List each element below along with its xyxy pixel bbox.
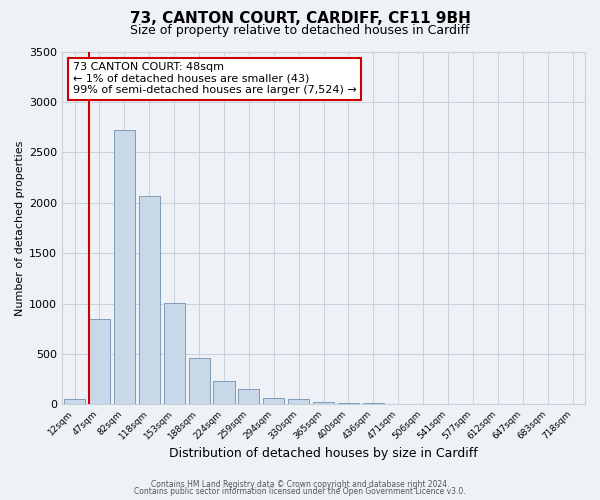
Bar (263, 398, 284, 404)
Bar (188, 358, 209, 405)
Text: Contains public sector information licensed under the Open Government Licence v3: Contains public sector information licen… (134, 487, 466, 496)
Bar (164, 303, 185, 404)
Bar (214, 381, 235, 404)
Bar (288, 400, 309, 404)
Bar (139, 196, 160, 404)
Bar (64, 399, 85, 404)
Text: Size of property relative to detached houses in Cardiff: Size of property relative to detached ho… (130, 24, 470, 37)
Text: 73 CANTON COURT: 48sqm
← 1% of detached houses are smaller (43)
99% of semi-deta: 73 CANTON COURT: 48sqm ← 1% of detached … (73, 62, 356, 96)
Bar (313, 402, 334, 404)
Y-axis label: Number of detached properties: Number of detached properties (15, 140, 25, 316)
Bar (338, 403, 359, 404)
Bar (114, 130, 135, 404)
Text: Contains HM Land Registry data © Crown copyright and database right 2024.: Contains HM Land Registry data © Crown c… (151, 480, 449, 489)
Bar (89, 319, 110, 404)
Bar (238, 390, 259, 404)
Text: 73, CANTON COURT, CARDIFF, CF11 9BH: 73, CANTON COURT, CARDIFF, CF11 9BH (130, 11, 470, 26)
X-axis label: Distribution of detached houses by size in Cardiff: Distribution of detached houses by size … (169, 447, 478, 460)
